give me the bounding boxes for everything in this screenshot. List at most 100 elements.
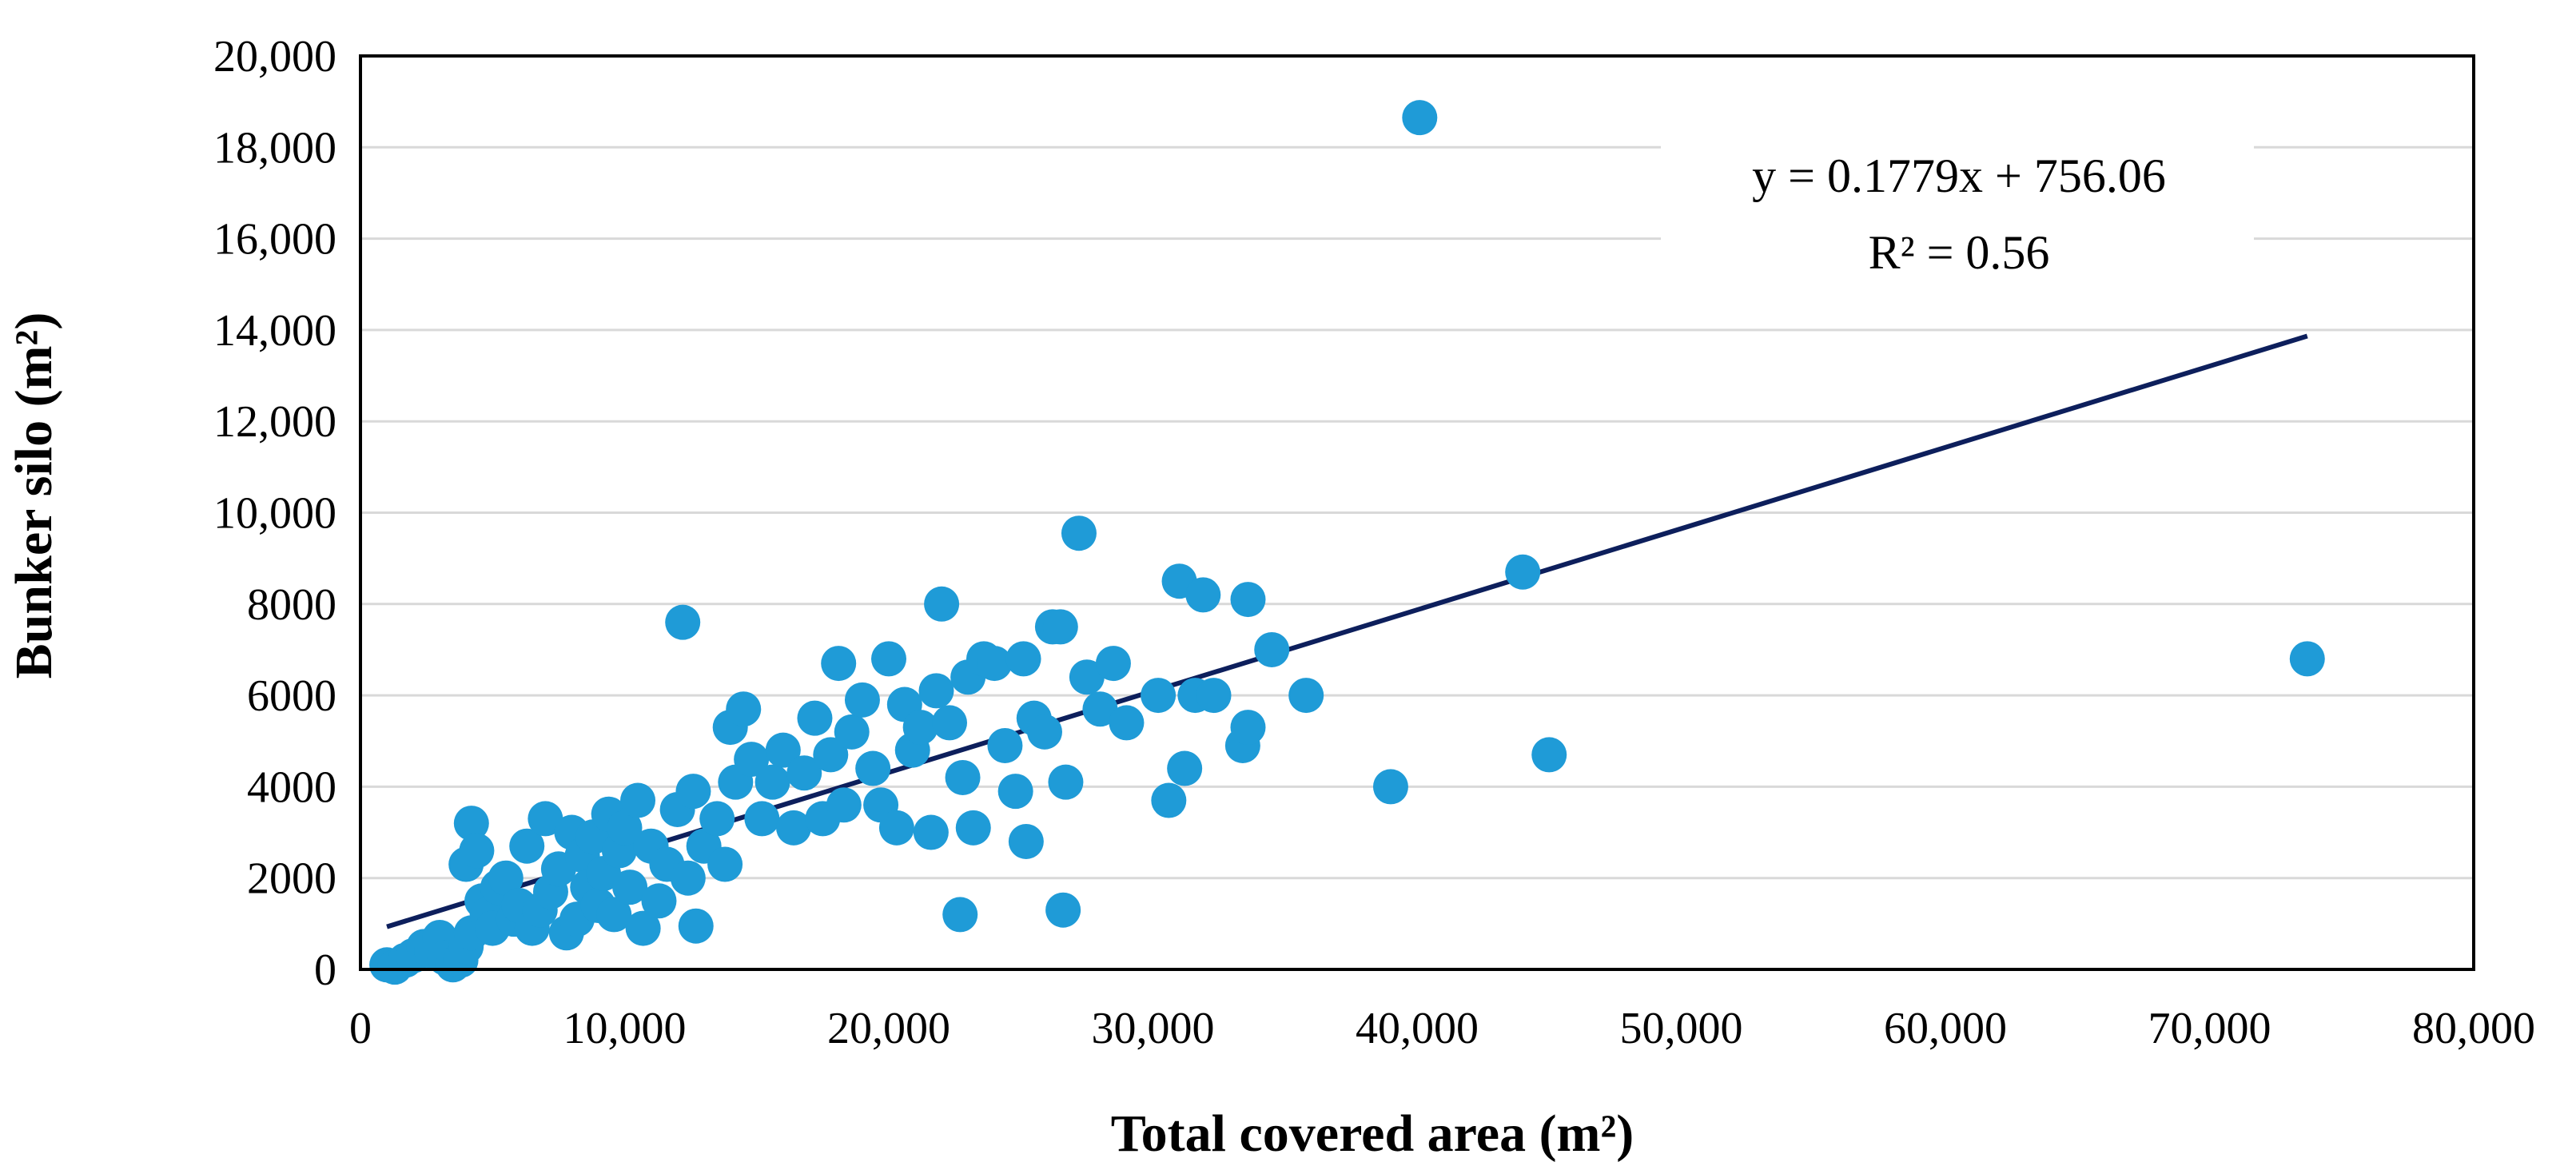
equation-box bbox=[1661, 137, 2254, 296]
data-point bbox=[620, 782, 656, 818]
data-point bbox=[1141, 678, 1177, 714]
data-point bbox=[1048, 764, 1084, 800]
data-point bbox=[826, 787, 862, 823]
data-point bbox=[942, 897, 978, 933]
data-point bbox=[641, 883, 677, 919]
x-tick-label: 70,000 bbox=[2148, 1004, 2271, 1053]
data-point bbox=[596, 897, 632, 933]
data-point bbox=[612, 870, 648, 905]
data-point bbox=[1505, 554, 1541, 590]
data-points bbox=[369, 100, 2325, 985]
y-tick-label: 12,000 bbox=[213, 397, 336, 447]
y-tick-label: 0 bbox=[314, 945, 336, 995]
data-point bbox=[1045, 892, 1081, 928]
data-point bbox=[734, 742, 770, 778]
data-point bbox=[528, 801, 563, 837]
y-axis-title: Bunker silo (m²) bbox=[5, 312, 63, 679]
data-point bbox=[797, 700, 833, 736]
y-tick-label: 20,000 bbox=[213, 32, 336, 82]
x-axis-title: Total covered area (m²) bbox=[1111, 1104, 1634, 1163]
data-point bbox=[488, 860, 524, 896]
y-tick-label: 4000 bbox=[247, 762, 336, 812]
x-tick-label: 0 bbox=[349, 1004, 372, 1053]
data-point bbox=[1082, 691, 1118, 727]
y-tick-label: 14,000 bbox=[213, 306, 336, 356]
data-point bbox=[1185, 577, 1221, 613]
trendline-equation: y = 0.1779x + 756.06 bbox=[1752, 149, 2166, 202]
data-point bbox=[878, 810, 914, 846]
data-point bbox=[1008, 823, 1044, 859]
data-point bbox=[1167, 750, 1203, 786]
plot-area-border bbox=[359, 54, 2475, 971]
x-tick-label: 50,000 bbox=[1620, 1004, 1743, 1053]
data-point bbox=[765, 732, 801, 768]
data-point bbox=[871, 641, 906, 677]
data-point bbox=[776, 810, 812, 846]
y-axis-ticks: 0 2000 4000 6000 8000 10,000 12,000 14,000 16,00… bbox=[213, 32, 336, 995]
y-tick-label: 16,000 bbox=[213, 215, 336, 265]
x-tick-label: 30,000 bbox=[1092, 1004, 1215, 1053]
y-tick-label: 18,000 bbox=[213, 123, 336, 173]
data-point bbox=[1061, 515, 1097, 551]
data-point bbox=[932, 705, 968, 741]
data-point bbox=[1254, 631, 1290, 667]
data-point bbox=[997, 774, 1033, 810]
data-point bbox=[675, 774, 711, 810]
data-point bbox=[813, 737, 849, 773]
data-point bbox=[821, 646, 857, 682]
data-point bbox=[509, 828, 545, 864]
data-point bbox=[977, 646, 1013, 682]
data-point bbox=[607, 810, 643, 846]
data-point bbox=[678, 908, 714, 944]
data-point bbox=[844, 682, 880, 718]
data-point bbox=[1026, 714, 1062, 750]
data-point bbox=[1531, 737, 1567, 773]
data-point bbox=[1095, 646, 1131, 682]
data-point bbox=[459, 833, 495, 869]
data-point bbox=[726, 691, 762, 727]
data-point bbox=[1069, 659, 1105, 695]
data-point bbox=[670, 860, 706, 896]
data-point bbox=[945, 759, 981, 795]
data-point bbox=[744, 801, 780, 837]
data-point bbox=[1230, 582, 1266, 618]
data-point bbox=[1196, 678, 1232, 714]
data-point bbox=[1402, 100, 1438, 136]
data-point bbox=[707, 846, 743, 882]
x-tick-label: 60,000 bbox=[1884, 1004, 2007, 1053]
data-point bbox=[902, 710, 938, 746]
data-point bbox=[955, 810, 991, 846]
data-point bbox=[1042, 609, 1078, 645]
x-tick-label: 20,000 bbox=[827, 1004, 950, 1053]
y-tick-label: 6000 bbox=[247, 671, 336, 721]
data-point bbox=[2289, 641, 2325, 677]
y-tick-label: 2000 bbox=[247, 854, 336, 904]
data-point bbox=[754, 764, 790, 800]
data-point bbox=[913, 814, 949, 850]
data-point bbox=[699, 801, 735, 837]
data-point bbox=[1005, 641, 1041, 677]
data-point bbox=[453, 806, 489, 842]
x-tick-label: 80,000 bbox=[2412, 1004, 2535, 1053]
x-axis-ticks: 0 10,000 20,000 30,000 40,000 50,000 60,000 70,… bbox=[349, 1004, 2535, 1053]
data-point bbox=[1151, 782, 1187, 818]
data-point bbox=[1372, 769, 1408, 805]
y-tick-label: 8000 bbox=[247, 580, 336, 630]
data-point bbox=[786, 755, 822, 791]
y-tick-label: 10,000 bbox=[213, 489, 336, 539]
data-point bbox=[665, 604, 701, 640]
data-point bbox=[1109, 705, 1145, 741]
x-tick-label: 40,000 bbox=[1356, 1004, 1479, 1053]
data-point bbox=[924, 586, 960, 622]
data-point bbox=[987, 727, 1023, 763]
data-point bbox=[1288, 678, 1324, 714]
data-point bbox=[1230, 710, 1266, 746]
data-point bbox=[918, 673, 954, 709]
gridlines bbox=[360, 145, 2474, 880]
r-squared-label: R² = 0.56 bbox=[1869, 226, 2050, 279]
data-point bbox=[855, 750, 891, 786]
data-point bbox=[625, 910, 661, 946]
x-tick-label: 10,000 bbox=[563, 1004, 687, 1053]
data-point bbox=[834, 714, 870, 750]
